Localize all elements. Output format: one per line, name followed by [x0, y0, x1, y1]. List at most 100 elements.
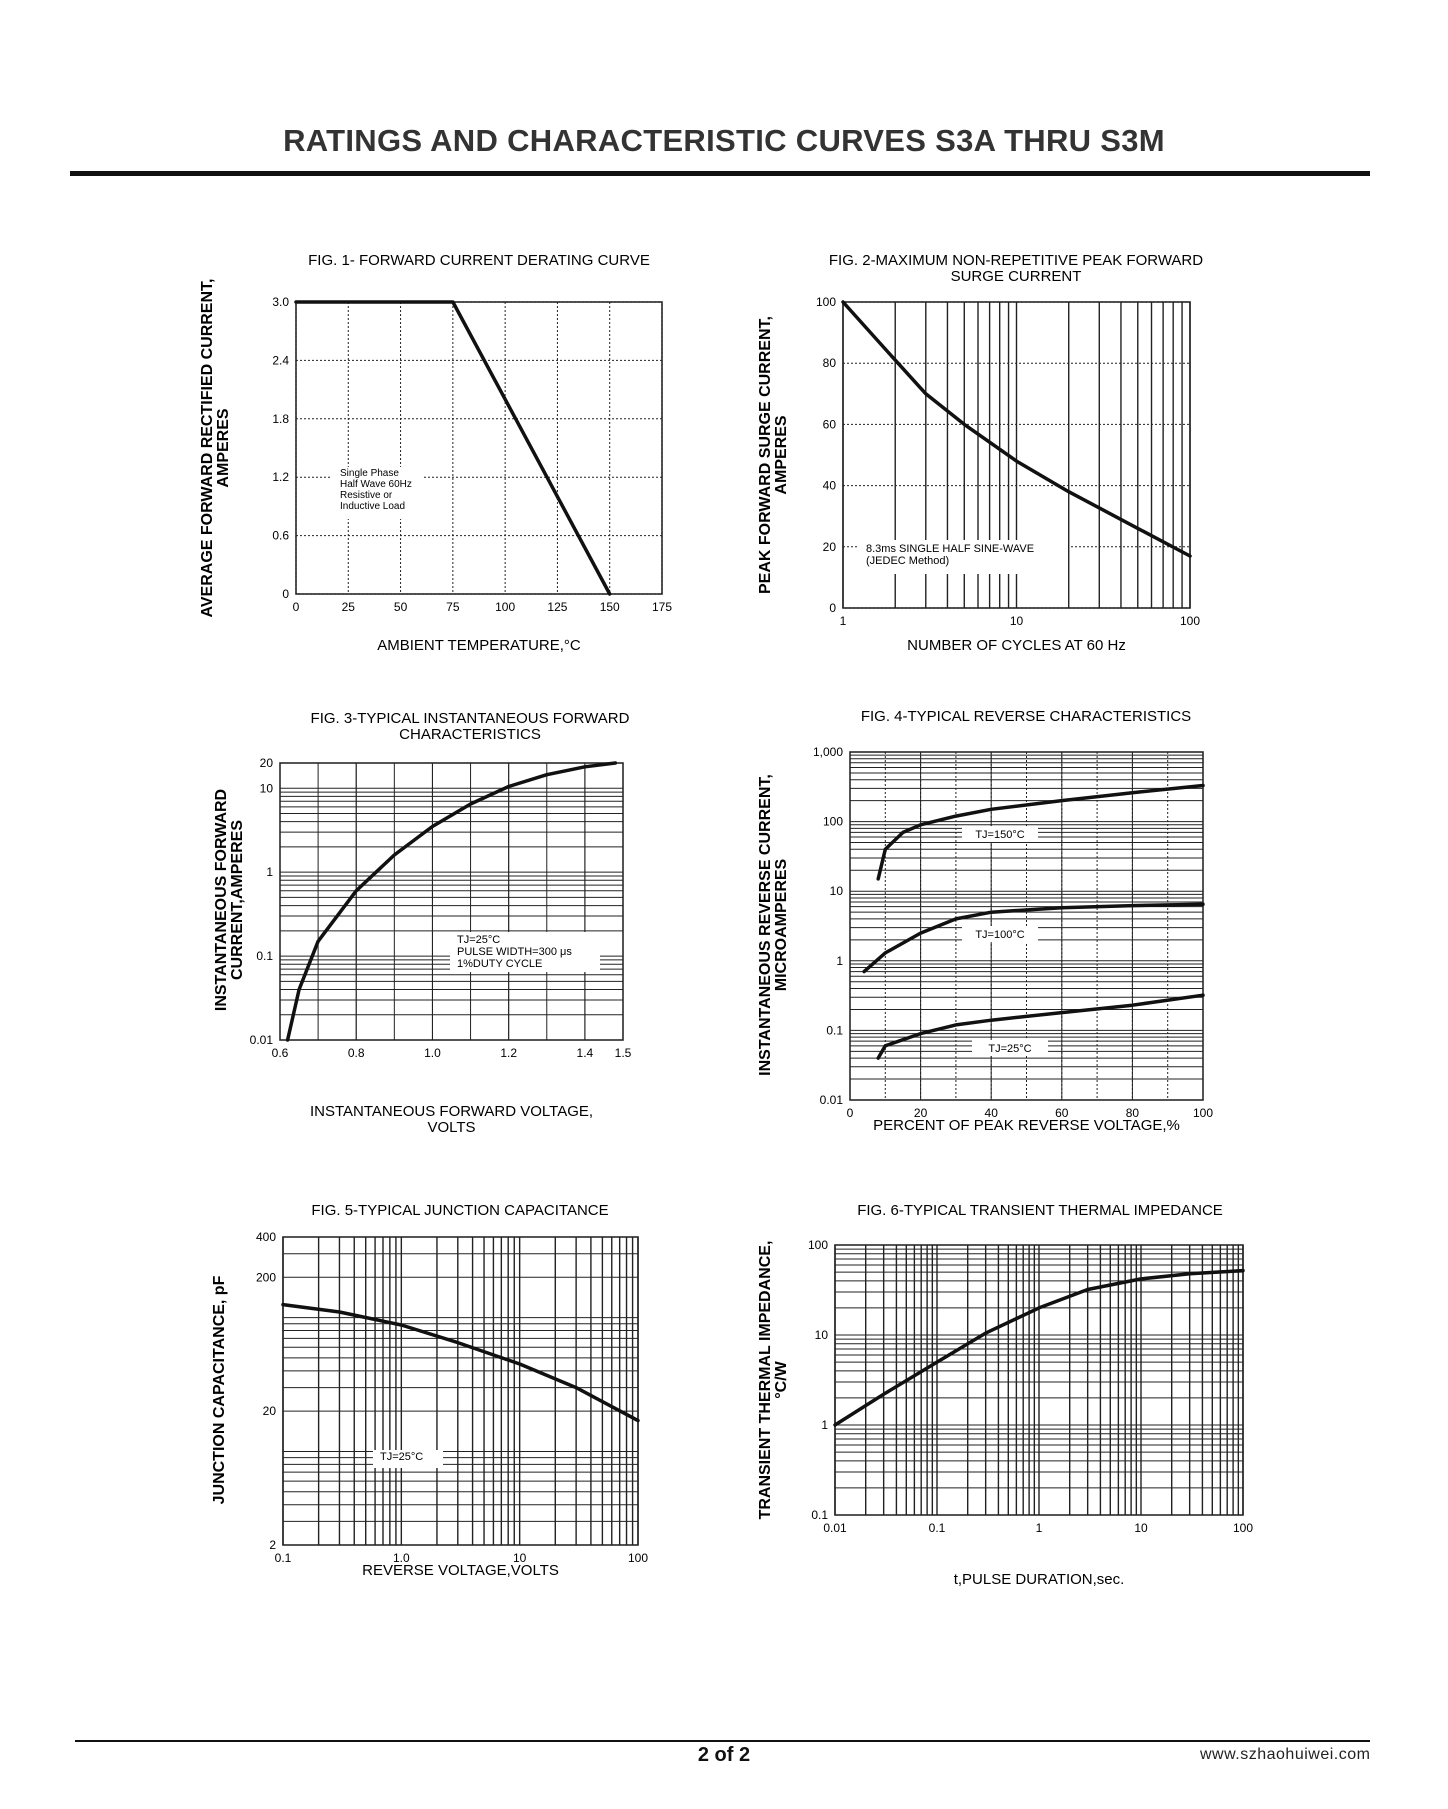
- data-series-line: [876, 783, 1205, 881]
- x-tick-label: 175: [652, 600, 672, 614]
- header-rule: [70, 171, 1370, 176]
- chart-fig3: 0.6 0.8 1.0 1.2 1.4 1.5 0.01 0.1 1 10 20 FIG. 3-TYP…: [213, 710, 632, 1136]
- y-tick-label: 20: [260, 756, 274, 770]
- y-tick-label: 0: [282, 587, 289, 601]
- chart-title: FIG. 1- FORWARD CURRENT DERATING CURVE: [308, 252, 650, 269]
- website-link[interactable]: www.szhaohuiwei.com: [1200, 1746, 1371, 1763]
- page-title: RATINGS AND CHARACTERISTIC CURVES S3A TH…: [283, 123, 1165, 158]
- y-tick-label: 0.6: [272, 529, 289, 543]
- x-axis-label: AMBIENT TEMPERATURE,°C: [377, 637, 581, 654]
- annotation-text: Resistive or: [340, 490, 393, 501]
- x-tick-label: 0.1: [929, 1521, 946, 1535]
- annotation-text: 8.3ms SINGLE HALF SINE-WAVE: [866, 543, 1034, 555]
- annotation-bg: [962, 826, 1038, 842]
- x-tick-label: 10: [513, 1551, 527, 1565]
- data-series-line: [833, 1268, 1245, 1427]
- chart-title: FIG. 3-TYPICAL INSTANTANEOUS FORWARD: [311, 710, 630, 727]
- annotation-bg: [858, 540, 1068, 574]
- x-tick-label: 50: [394, 600, 408, 614]
- data-series-line: [862, 902, 1205, 974]
- chart-title: FIG. 4-TYPICAL REVERSE CHARACTERISTICS: [861, 708, 1191, 725]
- chart-title-line2: CHARACTERISTICS: [399, 726, 541, 743]
- y-axis-label: INSTANTANEOUS REVERSE CURRENT,: [757, 774, 774, 1076]
- x-tick-label: 100: [628, 1551, 648, 1565]
- x-axis-label: t,PULSE DURATION,sec.: [954, 1571, 1125, 1588]
- y-tick-label: 400: [256, 1230, 276, 1244]
- x-tick-label: 100: [1233, 1521, 1253, 1535]
- y-axis-label-line2: AMPERES: [773, 415, 790, 494]
- y-tick-label: 100: [816, 295, 836, 309]
- y-tick-label: 10: [815, 1328, 829, 1342]
- x-tick-label: 1: [840, 614, 847, 628]
- x-tick-label: 1.0: [393, 1551, 410, 1565]
- x-tick-label: 1.4: [577, 1046, 594, 1060]
- footer-rule: [75, 1740, 1370, 1742]
- y-axis-label: PEAK FORWARD SURGE CURRENT,: [757, 316, 774, 594]
- x-tick-label: 100: [495, 600, 515, 614]
- x-tick-label: 40: [985, 1106, 999, 1120]
- chart-fig1: 0 25 50 75 100 125 150 175 0 0.6 1.2 1.8 2.4 3.0 FIG. …: [199, 252, 672, 654]
- data-series-line: [294, 300, 612, 596]
- y-axis-label-line2: CURRENT,AMPERES: [229, 820, 246, 980]
- y-tick-label: 1.2: [272, 470, 289, 484]
- annotation-bg: [332, 467, 422, 519]
- x-tick-label: 0: [847, 1106, 854, 1120]
- y-tick-label: 3.0: [272, 295, 289, 309]
- x-axis-label: PERCENT OF PEAK REVERSE VOLTAGE,%: [873, 1117, 1180, 1134]
- y-tick-label: 80: [823, 356, 837, 370]
- y-tick-label: 100: [823, 815, 843, 829]
- annotation-text: 1%DUTY CYCLE: [457, 958, 542, 970]
- x-axis-label: REVERSE VOLTAGE,VOLTS: [362, 1562, 559, 1579]
- annotation-text: Single Phase: [340, 468, 399, 479]
- y-tick-label: 0.01: [820, 1093, 844, 1107]
- x-tick-label: 1: [1036, 1521, 1043, 1535]
- annotation-text: TJ=25°C: [380, 1451, 423, 1463]
- chart-fig2: 1 10 100 0 20 40 60 80 100 FIG. 2-MAXIMUM NON-REP…: [757, 252, 1203, 654]
- y-axis-label: AVERAGE FORWARD RECTIFIED CURRENT,: [199, 279, 216, 618]
- y-tick-label: 0: [829, 601, 836, 615]
- x-axis-label: NUMBER OF CYCLES AT 60 Hz: [907, 637, 1126, 654]
- series-label: TJ=100°C: [975, 929, 1024, 941]
- x-tick-label: 25: [342, 600, 356, 614]
- data-series-line: [876, 993, 1205, 1060]
- plot-frame: [295, 301, 663, 595]
- y-tick-label: 200: [256, 1270, 276, 1284]
- chart-title: FIG. 2-MAXIMUM NON-REPETITIVE PEAK FORWA…: [829, 252, 1203, 269]
- y-tick-label: 1,000: [813, 745, 843, 759]
- y-tick-label: 20: [823, 540, 837, 554]
- y-tick-label: 1: [266, 865, 273, 879]
- chart-fig5: 0.1 1.0 10 100 2 20 200 400 FIG. 5-TYPICAL JUNCT…: [211, 1202, 648, 1579]
- x-tick-label: 1.2: [500, 1046, 517, 1060]
- y-tick-label: 0.1: [256, 949, 273, 963]
- annotation-text: Inductive Load: [340, 501, 405, 512]
- y-axis-label-line2: AMPERES: [215, 408, 232, 487]
- chart-fig4: 0 20 40 60 80 100 0.01 0.1 1 10 100 1,000 FIG. 4-TYP…: [757, 708, 1213, 1134]
- x-tick-label: 0.1: [275, 1551, 292, 1565]
- chart-title-line2: SURGE CURRENT: [951, 268, 1082, 285]
- y-tick-label: 0.01: [250, 1033, 274, 1047]
- y-axis-label-line2: °C/W: [773, 1360, 790, 1398]
- y-tick-label: 60: [823, 417, 837, 431]
- y-tick-label: 40: [823, 479, 837, 493]
- series-label: TJ=150°C: [975, 829, 1024, 841]
- x-tick-label: 75: [446, 600, 460, 614]
- x-tick-label: 100: [1193, 1106, 1213, 1120]
- y-axis-label: INSTANTANEOUS FORWARD: [213, 789, 230, 1011]
- y-tick-label: 10: [260, 781, 274, 795]
- x-axis-label-line2: VOLTS: [427, 1119, 475, 1136]
- x-tick-label: 0.01: [823, 1521, 847, 1535]
- y-axis-label-line2: MICROAMPERES: [773, 858, 790, 991]
- x-tick-label: 0.8: [348, 1046, 365, 1060]
- y-tick-label: 0.1: [826, 1023, 843, 1037]
- x-tick-label: 0: [293, 600, 300, 614]
- annotation-text: TJ=25°C: [457, 934, 500, 946]
- annotation-bg: [450, 932, 600, 972]
- y-tick-label: 1.8: [272, 412, 289, 426]
- x-tick-label: 1.0: [424, 1046, 441, 1060]
- x-tick-label: 20: [914, 1106, 928, 1120]
- x-axis-label: INSTANTANEOUS FORWARD VOLTAGE,: [310, 1103, 593, 1120]
- plot-frame: [279, 762, 624, 1041]
- x-tick-label: 150: [600, 600, 620, 614]
